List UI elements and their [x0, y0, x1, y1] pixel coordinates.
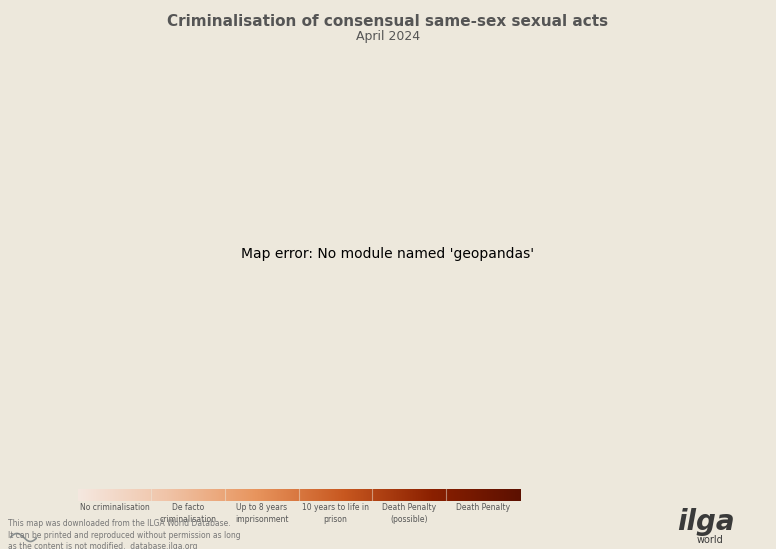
Text: Criminalisation of consensual same-sex sexual acts: Criminalisation of consensual same-sex s…	[168, 14, 608, 29]
Text: This map was downloaded from the ILGA World Database.
It can be printed and repr: This map was downloaded from the ILGA Wo…	[8, 519, 241, 549]
Text: Up to 8 years
imprisonment: Up to 8 years imprisonment	[235, 503, 289, 524]
Text: 10 years to life in
prison: 10 years to life in prison	[302, 503, 369, 524]
Text: world: world	[697, 535, 723, 545]
Text: April 2024: April 2024	[356, 30, 420, 43]
Text: No criminalisation: No criminalisation	[80, 503, 149, 512]
Text: Death Penalty: Death Penalty	[456, 503, 510, 512]
Text: Death Penalty
(possible): Death Penalty (possible)	[383, 503, 436, 524]
Text: De facto
criminalisation: De facto criminalisation	[160, 503, 217, 524]
Text: Map error: No module named 'geopandas': Map error: No module named 'geopandas'	[241, 247, 535, 261]
Text: ilga: ilga	[677, 508, 735, 536]
